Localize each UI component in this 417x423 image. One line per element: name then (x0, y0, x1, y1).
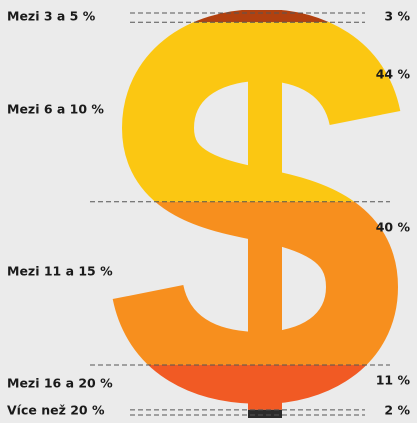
category-label: Mezi 6 a 10 % (7, 102, 104, 117)
band (0, 364, 417, 410)
band (0, 10, 417, 23)
category-label: Mezi 16 a 20 % (7, 376, 113, 391)
category-label: Mezi 11 a 15 % (7, 264, 113, 279)
category-label: Více než 20 % (7, 403, 105, 418)
value-label: 2 % (384, 403, 410, 418)
value-label: 3 % (384, 9, 410, 24)
dollar-sign (0, 10, 417, 418)
category-label: Mezi 3 a 5 % (7, 9, 96, 24)
band (0, 201, 417, 365)
value-label: 44 % (376, 67, 411, 82)
band (0, 22, 417, 202)
value-label: 40 % (376, 220, 411, 235)
value-label: 11 % (376, 373, 411, 388)
band (0, 409, 417, 418)
